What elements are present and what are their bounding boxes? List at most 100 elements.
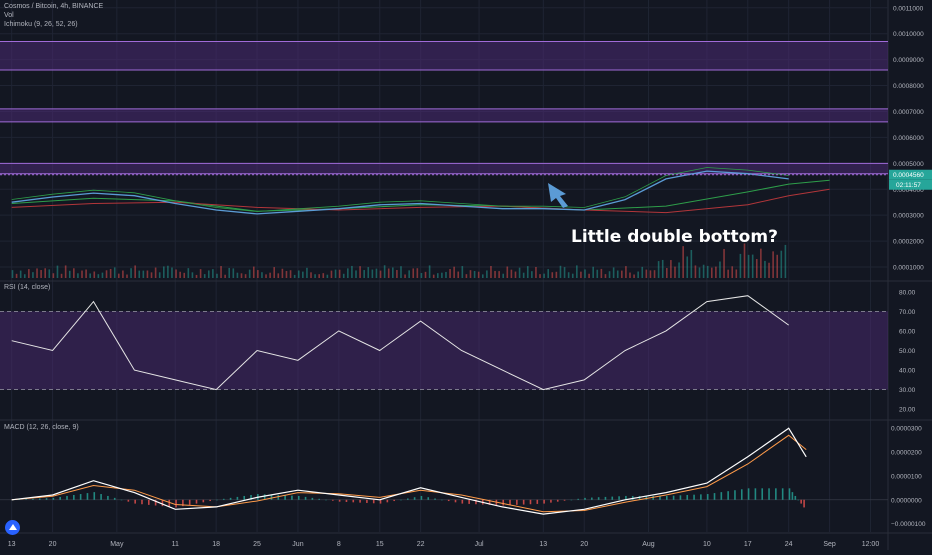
macd-histogram-bar (182, 499, 184, 507)
macd-histogram-bar (468, 499, 470, 504)
volume-bar (510, 269, 513, 278)
volume-bar (240, 273, 243, 278)
volume-bar (445, 271, 447, 278)
time-axis-label: 13 (539, 541, 547, 548)
macd-histogram-bar (604, 496, 607, 500)
macd-histogram-bar (407, 498, 409, 500)
macd-histogram-bar (73, 495, 75, 500)
volume-bar (555, 271, 558, 278)
macd-histogram-bar (18, 499, 21, 500)
volume-bar (576, 265, 578, 278)
volume-bar (686, 256, 689, 278)
macd-histogram-bar (788, 488, 791, 500)
macd-histogram-bar (79, 494, 82, 500)
macd-histogram-bar (154, 499, 157, 506)
volume-bar (89, 273, 91, 278)
volume-bar (412, 268, 415, 278)
volume-bar (330, 270, 333, 278)
volume-bar (424, 271, 427, 278)
volume-bar (494, 270, 496, 278)
macd-histogram-bar (475, 499, 477, 505)
volume-bar (743, 243, 746, 278)
volume-bar (580, 271, 582, 278)
volume-bar (764, 260, 766, 278)
macd-histogram-bar (107, 495, 109, 500)
volume-bar (751, 254, 754, 278)
volume-bar (735, 269, 738, 278)
ichimoku-legend: Ichimoku (9, 26, 52, 26) (4, 21, 78, 28)
volume-bar (167, 265, 169, 278)
macd-histogram-bar (693, 494, 695, 500)
volume-bar (506, 266, 509, 278)
volume-bar (248, 269, 251, 278)
volume-bar (563, 267, 566, 278)
macd-histogram-bar (454, 499, 457, 503)
volume-bar (334, 269, 337, 278)
volume-bar (682, 246, 684, 278)
macd-histogram-bar (86, 493, 89, 500)
macd-histogram-bar (570, 499, 573, 501)
volume-bar (633, 274, 635, 278)
macd-histogram-bar (488, 499, 491, 505)
volume-bar (760, 248, 762, 278)
volume-bar (571, 273, 574, 278)
macd-histogram-bar (747, 488, 750, 500)
macd-legend: MACD (12, 26, close, 9) (4, 424, 79, 431)
macd-histogram-bar (400, 499, 402, 501)
macd-histogram-bar (434, 498, 436, 500)
volume-bar (261, 272, 263, 278)
volume-bar (142, 270, 145, 278)
volume-bar (40, 270, 42, 278)
volume-bar (175, 269, 177, 278)
ichimoku-lagging-span (11, 167, 789, 212)
time-axis-label: 20 (580, 541, 588, 548)
volume-bar (780, 250, 783, 278)
countdown-badge (889, 179, 932, 190)
macd-histogram-bar (441, 499, 443, 501)
volume-bar (146, 270, 149, 278)
price-tick-label: 0.0008000 (893, 83, 924, 90)
time-axis-label: Jul (475, 541, 484, 548)
volume-bar (481, 274, 484, 278)
volume-bar (621, 270, 623, 278)
tradingview-logo-icon[interactable] (5, 520, 20, 535)
rsi-line (11, 295, 789, 391)
price-tick-label: 0.0005000 (893, 161, 924, 168)
time-axis-label: 22 (417, 541, 425, 548)
rsi-band (0, 311, 888, 390)
macd-histogram-bar (32, 498, 34, 500)
volume-bar (539, 274, 541, 278)
volume-bar (101, 272, 104, 278)
volume-bar (383, 265, 386, 278)
macd-signal-line (11, 434, 807, 513)
macd-histogram-bar (720, 492, 723, 500)
macd-histogram-bar (413, 497, 416, 500)
volume-bar (85, 269, 87, 278)
volume-bar (784, 244, 787, 278)
macd-histogram-bar (304, 496, 307, 500)
volume-bar (469, 270, 472, 278)
rsi-tick-label: 70.00 (899, 309, 916, 316)
volume-bar (338, 269, 341, 278)
volume-bar (723, 248, 725, 278)
volume-bar (473, 270, 476, 278)
volume-bar (11, 270, 14, 278)
macd-histogram-bar (727, 491, 729, 500)
volume-bar (285, 270, 288, 278)
annotation-arrow-icon (548, 183, 568, 208)
volume-bar (93, 271, 96, 278)
volume-bar (212, 269, 214, 278)
macd-histogram-bar (447, 499, 450, 502)
volume-bar (138, 270, 141, 278)
volume-bar (232, 268, 235, 278)
volume-bar (236, 272, 239, 278)
macd-histogram-bar (563, 499, 566, 501)
volume-bar (645, 269, 648, 278)
volume-bar (486, 270, 488, 278)
volume-bar (629, 272, 631, 278)
macd-histogram-bar (768, 488, 770, 500)
volume-bar (277, 273, 280, 278)
macd-histogram-bar (25, 499, 27, 500)
